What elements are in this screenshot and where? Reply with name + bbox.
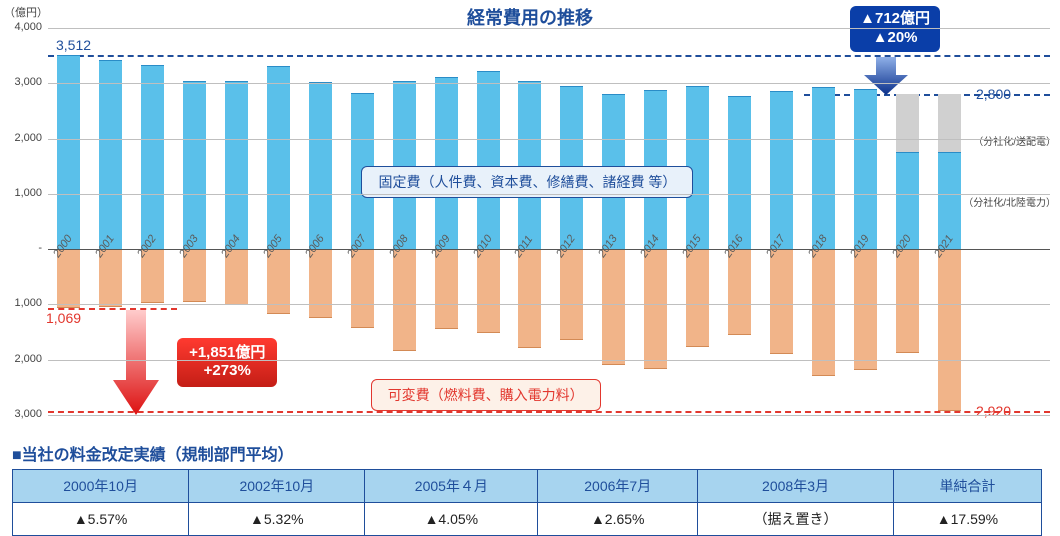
- rate-table-value-cell: ▲17.59%: [893, 503, 1041, 536]
- rate-table-header-cell: 2008年3月: [698, 470, 894, 503]
- bar-fixed: [267, 66, 290, 250]
- bar-gray: [938, 94, 961, 152]
- side-label-bunsha-bot: （分社化/北陸電力）: [963, 194, 1056, 209]
- bar-group: 2012: [560, 28, 583, 415]
- bar-variable: [896, 249, 919, 352]
- bar-variable: [854, 249, 877, 370]
- y-tick: 1,000: [0, 297, 42, 309]
- rate-table-header-cell: 2000年10月: [13, 470, 189, 503]
- bar-fixed: [225, 81, 248, 250]
- bar-group: 2018: [812, 28, 835, 415]
- bar-group: 2006: [309, 28, 332, 415]
- bar-fixed: [309, 82, 332, 250]
- bar-group: 2000: [57, 28, 80, 415]
- y-tick: 4,000: [0, 21, 42, 33]
- bar-fixed: [99, 60, 122, 250]
- y-tick: 2,000: [0, 353, 42, 365]
- bar-fixed: [393, 81, 416, 250]
- bar-group: 2009: [435, 28, 458, 415]
- bar-fixed: [141, 65, 164, 249]
- y-tick: -: [0, 242, 42, 254]
- y-unit-label: （億円）: [4, 4, 48, 20]
- legend-var: 可変費（燃料費、購入電力料）: [371, 379, 601, 411]
- bar-variable: [435, 249, 458, 329]
- bar-fixed: [770, 91, 793, 250]
- rate-table: 2000年10月2002年10月2005年４月2006年7月2008年3月単純合…: [12, 469, 1042, 536]
- bar-variable: [812, 249, 835, 376]
- bar-variable: [560, 249, 583, 340]
- bar-fixed: [728, 96, 751, 249]
- bar-variable: [770, 249, 793, 354]
- bar-group: 2008: [393, 28, 416, 415]
- bar-fixed: [812, 87, 835, 250]
- rate-table-value-cell: ▲2.65%: [538, 503, 698, 536]
- y-tick: 3,000: [0, 408, 42, 420]
- bar-variable: [728, 249, 751, 335]
- side-label-bunsha-top: （分社化/送配電）: [973, 133, 1056, 148]
- red-badge-line2: +273%: [189, 362, 265, 381]
- blue-badge-line2: ▲20%: [860, 29, 930, 48]
- y-tick: 3,000: [0, 76, 42, 88]
- bar-variable: [518, 249, 541, 347]
- rate-table-header-row: 2000年10月2002年10月2005年４月2006年7月2008年3月単純合…: [13, 470, 1042, 503]
- bar-variable: [686, 249, 709, 347]
- blue-down-arrow-icon: [864, 57, 908, 97]
- bar-fixed: [435, 77, 458, 249]
- gridline: [48, 415, 1050, 416]
- bar-variable: [602, 249, 625, 365]
- rate-table-value-cell: ▲5.32%: [189, 503, 365, 536]
- bar-fixed: [183, 81, 206, 249]
- bar-fixed: [477, 71, 500, 249]
- bar-group: 2014: [644, 28, 667, 415]
- rate-table-header-cell: 2002年10月: [189, 470, 365, 503]
- bar-variable: [644, 249, 667, 369]
- bar-variable: [938, 249, 961, 410]
- bar-fixed: [854, 89, 877, 249]
- bar-variable: [393, 249, 416, 351]
- rate-table-header-cell: 2006年7月: [538, 470, 698, 503]
- zero-line: [48, 249, 1050, 250]
- bar-group: 2010: [477, 28, 500, 415]
- bar-group: 2021: [938, 28, 961, 415]
- blue-badge-line1: ▲712億円: [860, 10, 930, 29]
- rate-table-value-cell: ▲4.05%: [365, 503, 538, 536]
- gridline: [48, 83, 1050, 84]
- top-anchor-label: 3,512: [56, 37, 91, 53]
- bar-group: 2015: [686, 28, 709, 415]
- gridline: [48, 28, 1050, 29]
- gridline: [48, 194, 1050, 195]
- rate-table-header-cell: 2005年４月: [365, 470, 538, 503]
- bar-variable: [477, 249, 500, 332]
- bottom-left-label: 1,069: [46, 310, 81, 326]
- rate-table-title: ■当社の料金改定実績（規制部門平均）: [12, 441, 1060, 465]
- bar-group: 2013: [602, 28, 625, 415]
- red-down-arrow-icon: [113, 310, 159, 420]
- bottom-right-label: 2,920: [976, 403, 1011, 419]
- y-tick: 2,000: [0, 132, 42, 144]
- gridline: [48, 360, 1050, 361]
- right-anchor-label: 2,800: [976, 86, 1011, 102]
- bar-group: 2007: [351, 28, 374, 415]
- rate-table-value-cell: ▲5.57%: [13, 503, 189, 536]
- chart-title: 経常費用の推移: [467, 4, 593, 30]
- bar-variable: [351, 249, 374, 328]
- bar-gray: [896, 94, 919, 152]
- rate-table-header-cell: 単純合計: [893, 470, 1041, 503]
- bar-group: 2017: [770, 28, 793, 415]
- gridline: [48, 304, 1050, 305]
- red-change-badge: +1,851億円 +273%: [177, 338, 277, 388]
- bar-group: 2011: [518, 28, 541, 415]
- rate-table-value-row: ▲5.57%▲5.32%▲4.05%▲2.65%（据え置き）▲17.59%: [13, 503, 1042, 536]
- bar-group: 2016: [728, 28, 751, 415]
- y-tick: 1,000: [0, 187, 42, 199]
- rate-table-value-cell: （据え置き）: [698, 503, 894, 536]
- bar-fixed: [518, 81, 541, 250]
- gridline: [48, 139, 1050, 140]
- chart-container: 経常費用の推移 （億円） 200020012002200320042005200…: [0, 0, 1060, 435]
